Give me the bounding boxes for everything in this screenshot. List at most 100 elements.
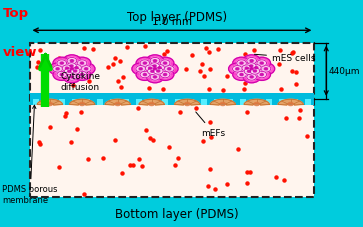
- Bar: [201, 100, 207, 105]
- Circle shape: [62, 66, 72, 72]
- Circle shape: [77, 72, 87, 78]
- Circle shape: [150, 74, 160, 81]
- Circle shape: [63, 64, 81, 75]
- Circle shape: [147, 69, 157, 75]
- Circle shape: [243, 72, 260, 83]
- Circle shape: [233, 58, 250, 70]
- Circle shape: [250, 69, 260, 75]
- Circle shape: [151, 71, 154, 73]
- Circle shape: [143, 74, 146, 76]
- Circle shape: [63, 61, 80, 72]
- Circle shape: [145, 66, 155, 72]
- Circle shape: [53, 66, 62, 73]
- Circle shape: [67, 64, 76, 70]
- Circle shape: [139, 69, 142, 71]
- Circle shape: [250, 66, 253, 68]
- Bar: [175, 100, 181, 105]
- Circle shape: [257, 61, 266, 67]
- Circle shape: [149, 103, 154, 106]
- Polygon shape: [37, 100, 62, 106]
- Polygon shape: [175, 100, 200, 106]
- Bar: [240, 100, 246, 105]
- Circle shape: [163, 63, 167, 65]
- Bar: [33, 100, 39, 105]
- Circle shape: [250, 60, 253, 62]
- Circle shape: [70, 69, 73, 71]
- Bar: [149, 100, 155, 105]
- Bar: [29, 93, 314, 106]
- Bar: [59, 100, 65, 105]
- Circle shape: [72, 65, 81, 72]
- Circle shape: [246, 66, 264, 77]
- Circle shape: [254, 103, 260, 106]
- Circle shape: [248, 71, 250, 73]
- Circle shape: [243, 64, 260, 75]
- Bar: [266, 100, 272, 105]
- Circle shape: [245, 68, 248, 70]
- Circle shape: [85, 69, 88, 71]
- Circle shape: [151, 63, 168, 74]
- Circle shape: [70, 69, 80, 75]
- Circle shape: [150, 66, 160, 73]
- Text: 1.0 mm: 1.0 mm: [152, 17, 192, 27]
- Circle shape: [242, 61, 260, 72]
- Circle shape: [73, 58, 91, 70]
- Circle shape: [247, 74, 256, 81]
- Circle shape: [253, 69, 270, 81]
- Circle shape: [257, 64, 275, 75]
- Circle shape: [81, 63, 83, 65]
- Circle shape: [237, 72, 246, 78]
- Circle shape: [49, 64, 66, 75]
- Circle shape: [144, 66, 161, 78]
- Bar: [98, 100, 103, 105]
- Circle shape: [53, 58, 70, 70]
- Circle shape: [158, 67, 161, 69]
- Circle shape: [168, 69, 171, 71]
- Circle shape: [155, 65, 164, 72]
- Circle shape: [247, 66, 256, 73]
- Bar: [123, 100, 129, 105]
- Circle shape: [63, 72, 81, 83]
- Circle shape: [236, 69, 239, 71]
- Circle shape: [58, 63, 76, 75]
- Circle shape: [70, 76, 73, 79]
- Circle shape: [67, 58, 77, 65]
- Circle shape: [47, 103, 53, 106]
- Bar: [29, 44, 314, 197]
- Circle shape: [157, 71, 160, 73]
- Circle shape: [240, 66, 258, 78]
- Bar: [292, 100, 298, 105]
- Circle shape: [255, 67, 258, 69]
- Circle shape: [184, 103, 190, 106]
- Circle shape: [81, 74, 83, 76]
- Circle shape: [252, 65, 261, 72]
- Circle shape: [67, 74, 77, 81]
- Polygon shape: [139, 100, 164, 106]
- Circle shape: [150, 58, 160, 65]
- Circle shape: [73, 69, 91, 81]
- Circle shape: [154, 76, 156, 79]
- Circle shape: [260, 74, 263, 76]
- Circle shape: [57, 72, 67, 78]
- Bar: [279, 100, 285, 105]
- Bar: [214, 100, 220, 105]
- Circle shape: [260, 63, 263, 65]
- Circle shape: [250, 69, 253, 71]
- Bar: [305, 100, 311, 105]
- Circle shape: [57, 61, 67, 67]
- Circle shape: [81, 66, 91, 73]
- Circle shape: [163, 74, 167, 76]
- Circle shape: [233, 69, 250, 81]
- Circle shape: [136, 58, 154, 70]
- Text: Top layer (PDMS): Top layer (PDMS): [127, 11, 227, 24]
- Circle shape: [160, 64, 178, 75]
- Circle shape: [154, 60, 156, 62]
- Circle shape: [153, 66, 156, 68]
- Circle shape: [156, 58, 174, 70]
- Circle shape: [70, 66, 73, 68]
- Circle shape: [264, 69, 268, 71]
- Circle shape: [143, 63, 146, 65]
- Circle shape: [65, 68, 69, 70]
- Bar: [72, 100, 78, 105]
- Circle shape: [238, 63, 256, 75]
